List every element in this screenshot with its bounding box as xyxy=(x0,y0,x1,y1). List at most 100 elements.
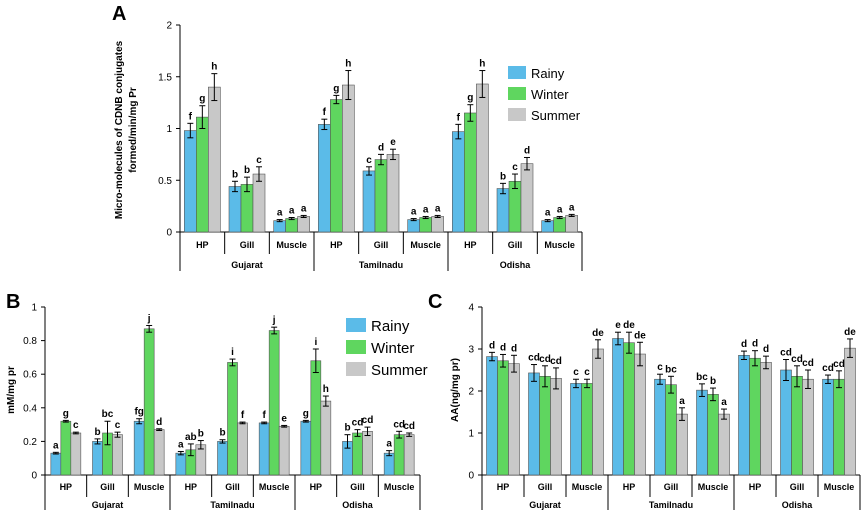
x-tick-label: Gill xyxy=(790,482,805,492)
bar-summer xyxy=(278,425,290,476)
significance-letter: f xyxy=(262,410,266,421)
group-label: Tamilnadu xyxy=(359,260,403,270)
significance-letter: bc xyxy=(665,364,677,375)
bar-summer xyxy=(760,362,772,476)
bar-rainy xyxy=(541,220,554,233)
bar-winter xyxy=(268,330,280,476)
significance-letter: a xyxy=(301,203,307,214)
significance-letter: b xyxy=(710,376,716,387)
y-tick-label: 4 xyxy=(468,303,474,314)
significance-letter: h xyxy=(323,384,329,395)
legend-swatch-winter xyxy=(508,87,526,100)
bar-summer xyxy=(362,431,373,476)
bar-rainy xyxy=(452,131,465,233)
legend-label: Summer xyxy=(371,362,428,379)
x-tick-label: Gill xyxy=(508,240,523,250)
significance-letter: de xyxy=(623,320,635,331)
bar-winter xyxy=(665,384,677,476)
significance-letter: cd xyxy=(550,356,562,367)
y-tick-label: 0 xyxy=(468,471,474,482)
significance-letter: c xyxy=(657,362,663,373)
significance-letter: b xyxy=(94,427,100,438)
significance-letter: b xyxy=(244,165,250,176)
bar-summer xyxy=(208,86,221,233)
bar-rainy xyxy=(184,130,197,233)
significance-letter: d xyxy=(752,339,758,350)
significance-letter: a xyxy=(721,397,727,408)
bar-summer xyxy=(565,215,578,233)
x-tick-label: HP xyxy=(464,240,477,250)
y-tick-label: 0.5 xyxy=(158,176,172,187)
significance-letter: cd xyxy=(791,354,803,365)
bar-rainy xyxy=(383,452,395,476)
legend-label: Winter xyxy=(371,340,414,357)
y-axis-label: mM/mg pr xyxy=(6,366,17,414)
bar-rainy xyxy=(780,369,792,476)
significance-letter: de xyxy=(844,327,856,338)
significance-letter: bc xyxy=(102,409,114,420)
bar-rainy xyxy=(133,420,145,476)
significance-letter: de xyxy=(592,328,604,339)
group-label: Tamilnadu xyxy=(210,500,254,510)
bar-rainy xyxy=(407,219,420,233)
group-label: Gujarat xyxy=(529,500,561,510)
bar-winter xyxy=(539,375,551,476)
bar-winter xyxy=(60,420,72,476)
x-tick-label: Muscle xyxy=(384,482,415,492)
significance-letter: cd xyxy=(403,421,415,432)
x-tick-label: Muscle xyxy=(276,240,307,250)
bar-rainy xyxy=(217,441,228,476)
significance-letter: j xyxy=(272,315,276,326)
x-tick-label: HP xyxy=(60,482,73,492)
bar-rainy xyxy=(92,441,103,476)
bar-winter xyxy=(330,99,343,233)
y-tick-label: 0 xyxy=(31,471,37,482)
bar-summer xyxy=(431,216,444,233)
significance-letter: e xyxy=(281,413,287,424)
legend-label: Winter xyxy=(531,87,569,102)
bar-rainy xyxy=(300,420,312,476)
significance-letter: a xyxy=(435,203,441,214)
x-tick-label: Gill xyxy=(664,482,679,492)
significance-letter: d xyxy=(489,340,495,351)
x-tick-label: Muscle xyxy=(572,482,603,492)
significance-letter: d xyxy=(741,339,747,350)
bar-rainy xyxy=(273,220,286,233)
significance-letter: g xyxy=(303,408,309,419)
bar-summer xyxy=(634,353,646,476)
bar-rainy xyxy=(528,372,540,476)
legend-swatch-winter xyxy=(346,340,366,354)
significance-letter: a xyxy=(545,208,551,219)
bar-rainy xyxy=(318,124,331,233)
significance-letter: d xyxy=(500,342,506,353)
y-axis-label-line2: formed/min/mg Pr xyxy=(128,87,139,173)
significance-letter: e xyxy=(390,137,396,148)
significance-letter: i xyxy=(314,337,317,348)
bar-winter xyxy=(196,116,209,233)
group-label: Gujarat xyxy=(231,260,263,270)
bar-rainy xyxy=(496,188,510,233)
significance-letter: h xyxy=(345,59,351,70)
significance-letter: b xyxy=(232,169,238,180)
significance-letter: b xyxy=(500,171,506,182)
bar-winter xyxy=(553,217,566,233)
bar-summer xyxy=(153,429,165,476)
x-tick-label: HP xyxy=(330,240,343,250)
chart-panel-c: 0 1 2 3 4 HP Gill Muscle HP Gill Muscle HP Gill Muscl… xyxy=(450,303,861,510)
significance-letter: e xyxy=(615,320,621,331)
y-tick-label: 1.5 xyxy=(158,72,172,83)
bar-summer xyxy=(718,413,730,476)
significance-letter: cd xyxy=(780,348,792,359)
x-tick-label: HP xyxy=(196,240,209,250)
bar-summer xyxy=(403,434,415,476)
significance-letter: c xyxy=(366,155,372,166)
significance-letter: g xyxy=(199,94,205,105)
significance-letter: cd xyxy=(352,418,364,429)
significance-letter: bc xyxy=(696,372,708,383)
significance-letter: a xyxy=(569,202,575,213)
bar-summer xyxy=(508,363,520,476)
bar-summer xyxy=(252,173,266,233)
significance-letter: j xyxy=(147,313,151,324)
significance-letter: a xyxy=(423,204,429,215)
significance-letter: c xyxy=(115,420,121,431)
